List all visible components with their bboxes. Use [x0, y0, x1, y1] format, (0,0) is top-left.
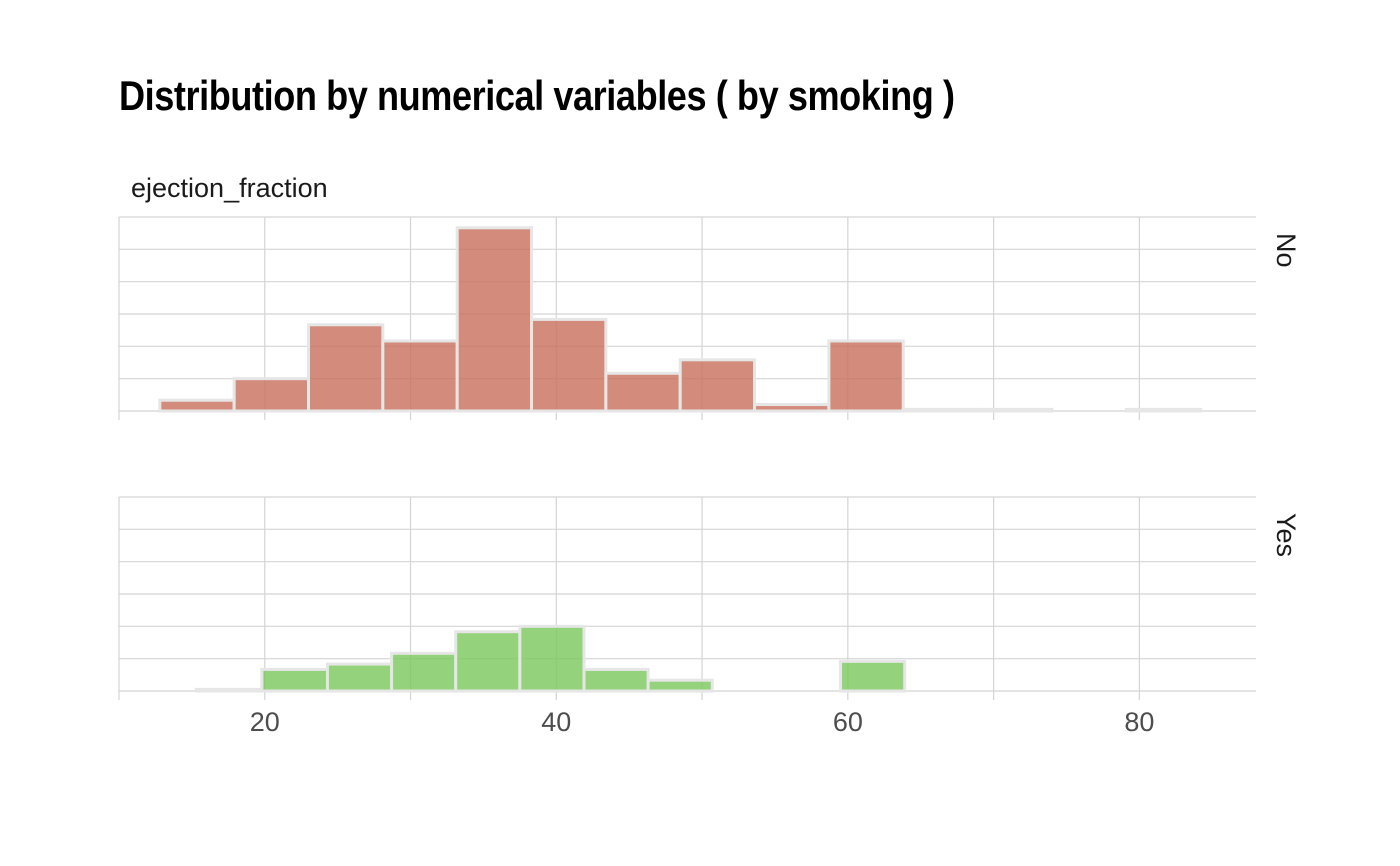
histogram-bar — [678, 358, 757, 413]
histogram-bar — [604, 371, 682, 413]
panels-layer: No Yes 20 40 60 80 — [118, 216, 1301, 737]
histogram-bar — [976, 407, 1054, 413]
histogram-bar — [455, 226, 534, 413]
x-tick-label: 80 — [1124, 707, 1154, 737]
histogram-bar — [901, 407, 980, 413]
histogram-bar — [827, 339, 905, 413]
histogram-bar — [194, 687, 264, 693]
x-tick-label: 40 — [541, 707, 571, 737]
histogram-bar — [325, 662, 394, 693]
histogram-bar — [530, 317, 608, 413]
histogram-bar — [839, 659, 907, 693]
histogram-bar — [753, 403, 831, 413]
panel-no: No — [118, 216, 1301, 420]
histogram-bar — [1124, 407, 1203, 413]
panel-yes: Yes — [118, 496, 1301, 700]
histogram-bar — [646, 678, 714, 693]
histogram-bar — [454, 630, 522, 693]
histogram-bar — [158, 398, 236, 413]
strip-label-yes: Yes — [1271, 513, 1301, 557]
chart-title: Distribution by numerical variables ( by… — [119, 72, 955, 119]
facet-label: ejection_fraction — [131, 173, 328, 203]
histogram-bar — [582, 667, 650, 693]
histogram-bar — [381, 339, 459, 413]
histogram-bar — [390, 651, 458, 693]
x-tick-label: 60 — [833, 707, 863, 737]
histogram-bar — [232, 377, 311, 413]
histogram-bar — [518, 624, 586, 693]
histogram-bar — [260, 667, 329, 693]
histogram-bar — [307, 323, 385, 413]
strip-label-no: No — [1271, 233, 1301, 268]
x-tick-label: 20 — [250, 707, 280, 737]
